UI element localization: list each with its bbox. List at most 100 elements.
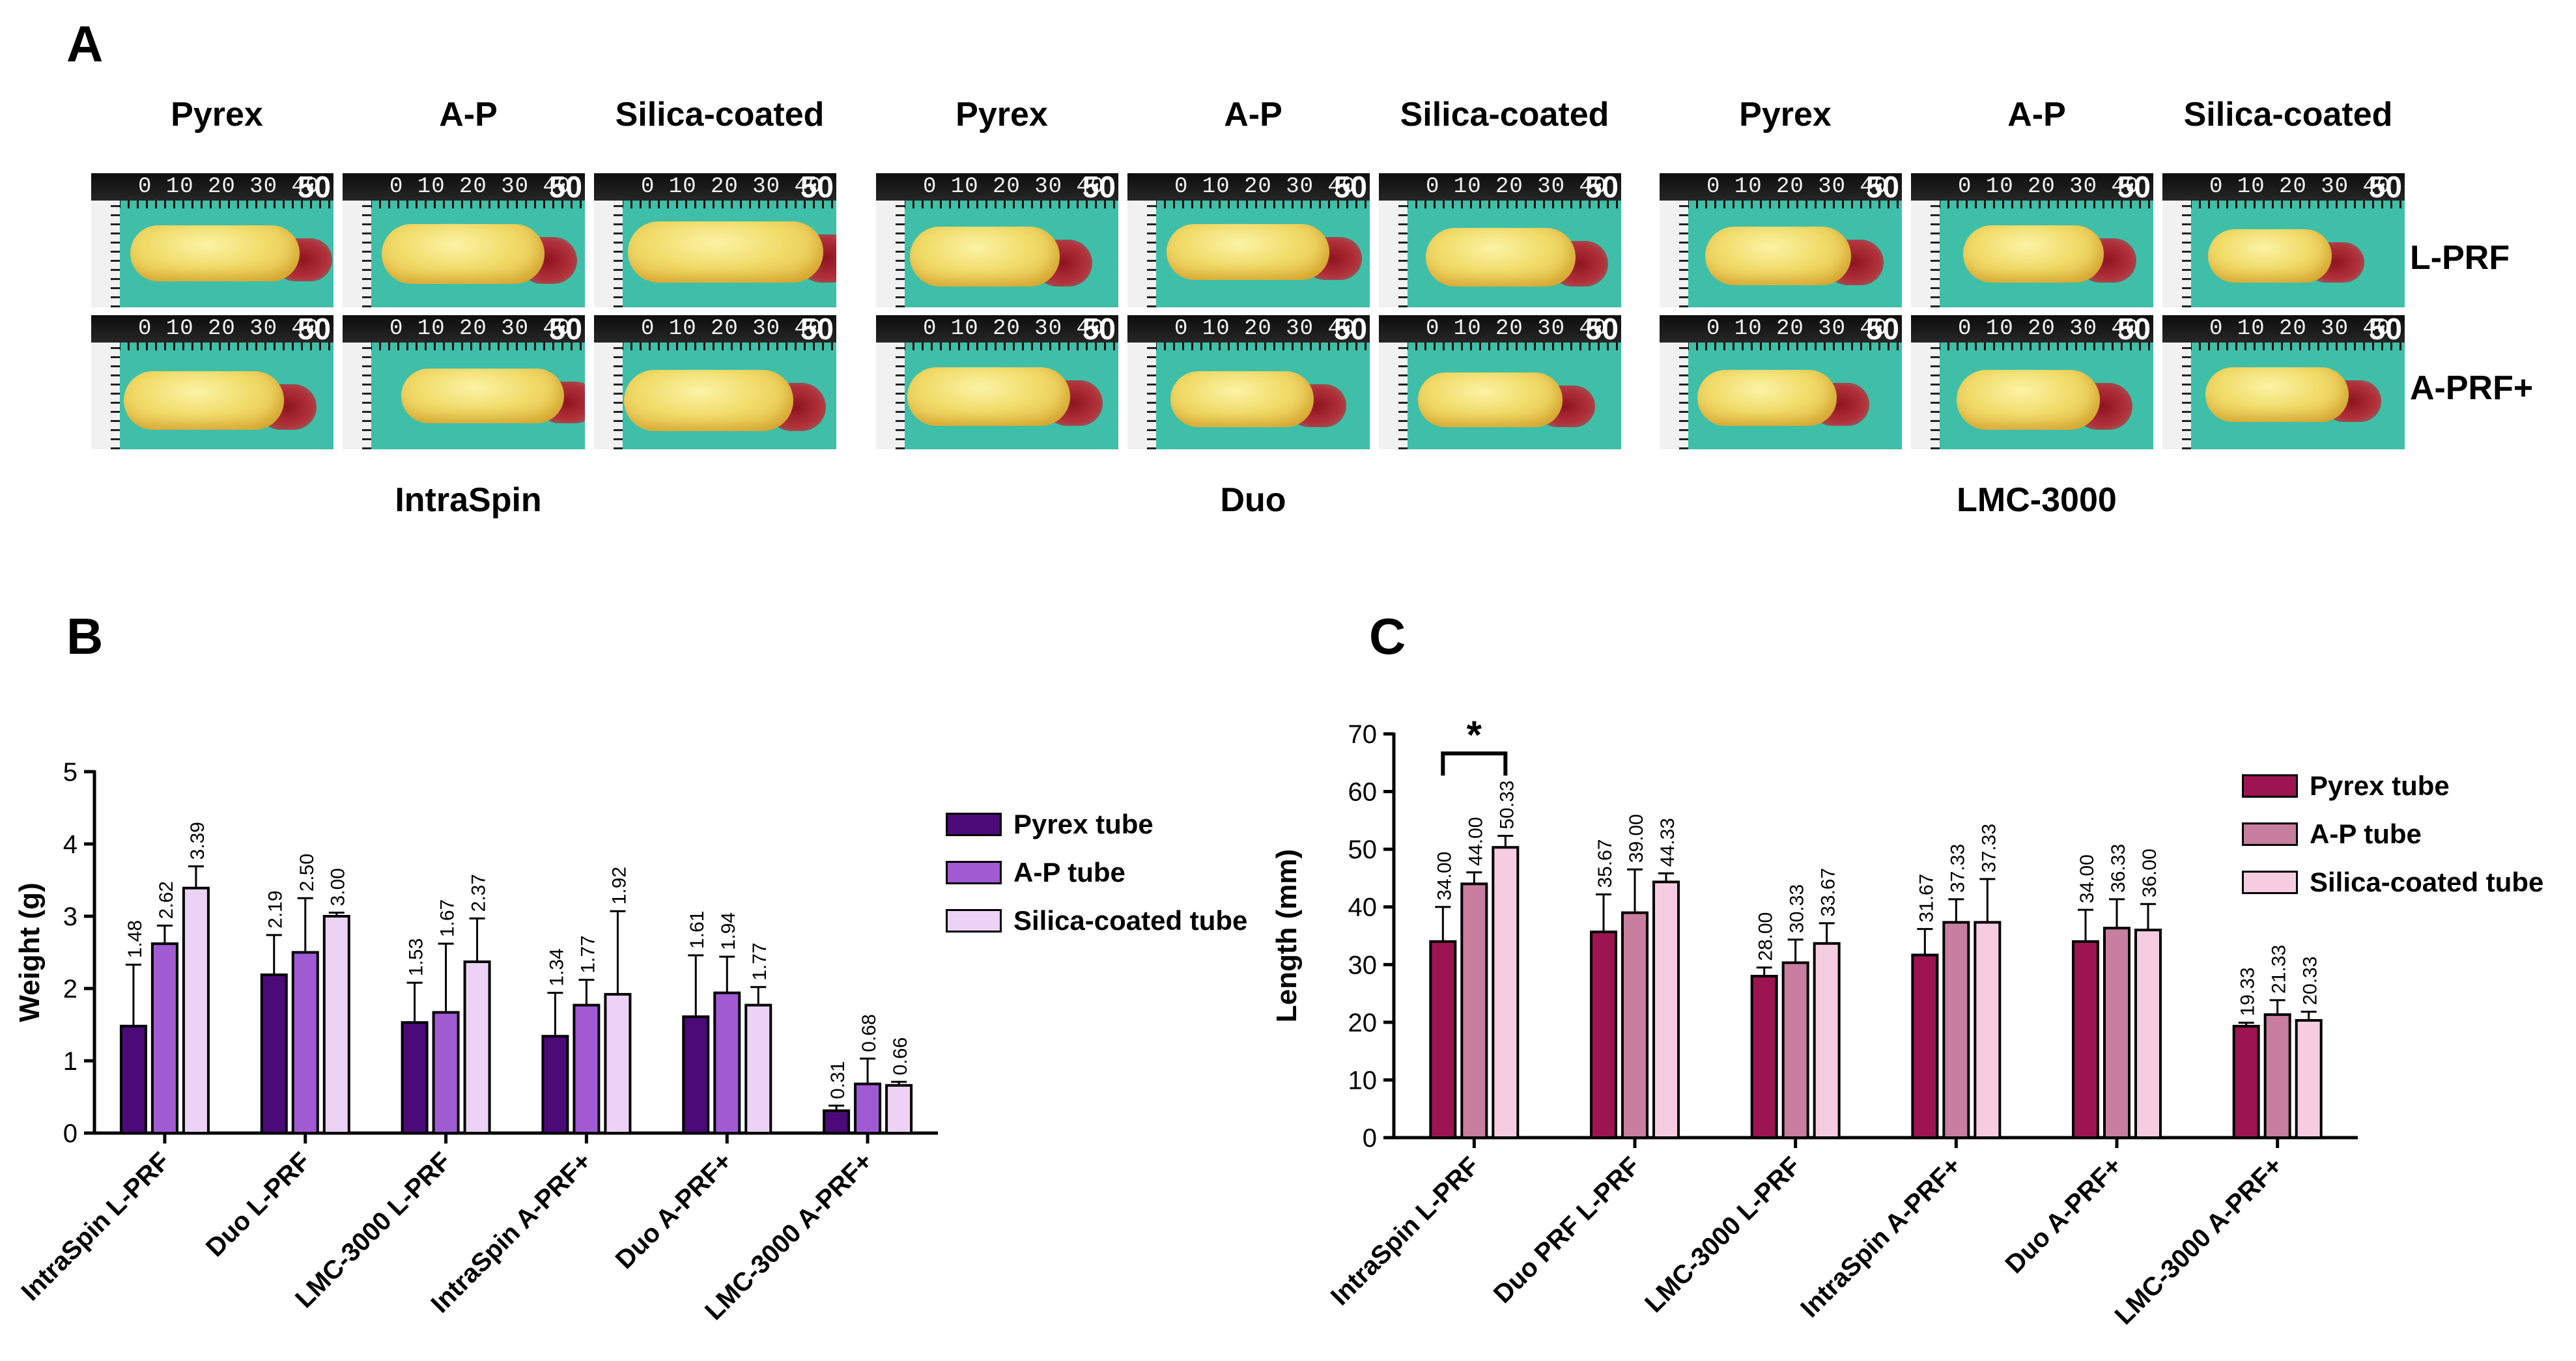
y-tick-label: 10 [1348,1066,1378,1095]
ruler [343,173,585,201]
vertical-ruler-ticks [1147,201,1156,307]
bar [823,1109,851,1135]
x-tick-label: Duo A-PRF+ [2000,1151,2128,1279]
ruler-scale: 0 10 20 30 40 [389,175,571,199]
clot-photo: 0 10 20 30 40 50 [594,315,839,449]
data-label: 1.94 [718,912,739,950]
data-label: 1.77 [577,935,599,973]
vertical-ruler-ticks [111,201,120,307]
ruler-scale: 0 10 20 30 40 [138,316,320,341]
clot-photo: 0 10 20 30 40 50 [91,315,336,449]
x-tick-label: LMC-3000 L-PRF [290,1147,457,1313]
ruler-ticks [876,343,1118,350]
prf-clot [1418,372,1563,427]
ruler [1911,173,2153,201]
significance-star: * [1467,713,1482,757]
data-label: 33.67 [1818,868,1839,917]
clot-photo: 0 10 20 30 40 50 [1379,173,1624,307]
bar [2134,929,2162,1139]
ruler-ticks [1911,343,2153,350]
data-label: 31.67 [1916,874,1937,923]
bar [401,1021,429,1134]
ruler-scale: 0 10 20 30 40 [641,316,823,341]
bar [1813,942,1841,1139]
prf-clot [910,227,1060,287]
vertical-ruler-ticks [1931,343,1940,449]
y-axis-label: Weight (g) [14,882,46,1022]
ruler-scale: 0 10 20 30 40 [923,316,1105,341]
panel-c-length-chart: 0 10 20 30 40 50 60 70 Length (mm) IntraSpin L-PR… [1271,713,2358,1330]
vertical-ruler-ticks [1147,343,1156,449]
prf-clot [1705,227,1851,285]
ruler-fifty: 50 [297,315,331,346]
data-label: 44.00 [1465,817,1486,865]
bar [1911,953,1939,1139]
data-label: 1.92 [608,867,630,905]
legend-label: Silica-coated tube [1013,905,1248,936]
vertical-ruler-ticks [1679,343,1688,449]
ruler-scale: 0 10 20 30 40 [1174,316,1356,341]
vertical-ruler-ticks [1679,201,1688,307]
data-label: 36.00 [2139,849,2160,897]
bar [1460,882,1488,1139]
legend-swatch [2242,774,2298,798]
ruler [91,315,333,343]
bar [1781,961,1809,1139]
y-tick-label: 50 [1348,835,1378,864]
bar [713,991,741,1134]
ruler [1127,173,1370,201]
data-label: 1.77 [749,942,771,980]
ruler-ticks [343,201,585,208]
prf-clot [1697,370,1837,426]
ruler-ticks [1660,343,1902,350]
ruler-scale: 0 10 20 30 40 [389,316,571,341]
y-tick-label: 3 [63,903,78,931]
ruler [2162,315,2405,343]
data-label: 2.37 [468,874,490,912]
y-tick-label: 4 [63,830,78,859]
data-label: 34.00 [1434,852,1455,901]
bar [322,915,350,1134]
ruler-fifty: 50 [1585,173,1619,204]
x-tick-label: IntraSpin A-PRF+ [425,1147,597,1318]
panel-b-letter: B [66,608,104,665]
ruler [876,315,1118,343]
ruler-scale: 0 10 20 30 40 [1174,175,1356,199]
ruler-ticks [91,201,333,208]
vertical-ruler-ticks [1398,201,1408,307]
clot-photo: 0 10 20 30 40 50 [1660,315,1904,449]
ruler [1379,173,1621,201]
data-label: 1.53 [406,938,427,976]
clot-photo: 0 10 20 30 40 50 [1127,315,1372,449]
y-tick-label: 2 [63,975,78,1003]
ruler [594,173,836,201]
panel-b-weight-chart: 0 1 2 3 4 5 Weight (g) IntraSpin L-PRF 1.48 2.62 3… [14,758,938,1326]
bar [1590,931,1617,1139]
legend-swatch [946,813,1002,836]
tube-label-a-p: A-P [2007,96,2066,133]
data-label: 50.33 [1496,780,1518,829]
data-label: 0.66 [890,1037,911,1075]
ruler-fifty: 50 [1865,173,1899,204]
data-label: 1.48 [124,920,146,958]
ruler-fifty: 50 [800,173,834,204]
ruler-scale: 0 10 20 30 40 [641,175,823,199]
ruler-scale: 0 10 20 30 40 [138,175,320,199]
ruler-fifty: 50 [1585,315,1619,346]
bar [1750,975,1778,1139]
data-label: 19.33 [2237,967,2259,1016]
clot-photo: 0 10 20 30 40 50 [343,173,587,307]
panel-c-letter: C [1369,608,1406,665]
prf-clot [2205,367,2349,422]
clot-photo: 0 10 20 30 40 50 [1911,315,2156,449]
ruler [91,173,333,201]
bar [2072,940,2099,1139]
panel-a-letter: A [66,15,104,72]
vertical-ruler-ticks [362,201,371,307]
bar [2232,1024,2260,1140]
vertical-ruler-ticks [614,343,623,449]
data-label: 1.67 [437,899,459,937]
clot-photo: 0 10 20 30 40 50 [1127,173,1372,307]
data-label: 37.33 [1947,844,1968,893]
legend-swatch [2242,822,2298,846]
